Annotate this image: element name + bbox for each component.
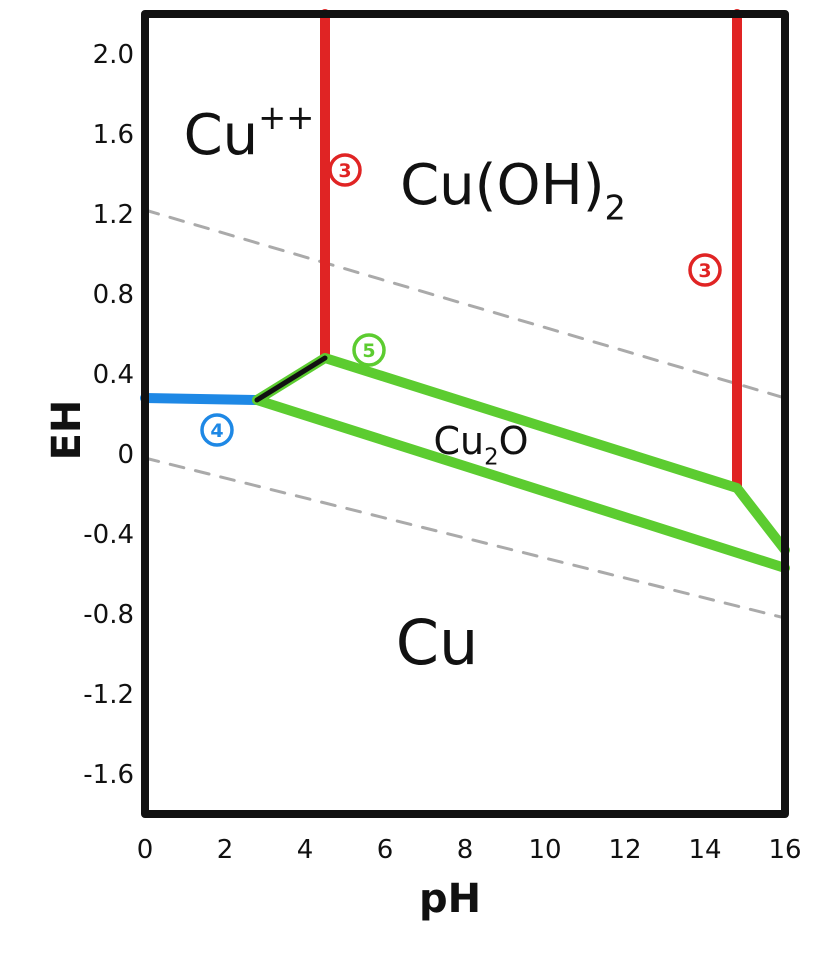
x-tick-label: 14 [688,835,721,865]
x-tick-label: 12 [608,835,641,865]
marker-label: 4 [210,420,223,442]
dashed-lines-layer [143,208,787,620]
dashed-line-1 [143,208,787,400]
marker-label: 5 [362,340,375,362]
x-axis-title: pH [419,876,481,922]
x-tick-label: 2 [217,835,234,865]
line-marker-3: 3 [688,253,722,287]
y-tick-label: -0.4 [83,520,134,550]
line-marker-3: 3 [328,153,362,187]
boundary-line-green-lower [252,395,790,573]
y-tick-label: 1.6 [93,120,134,150]
marker-circle [688,253,722,287]
x-tick-label: 4 [297,835,314,865]
plot-frame [141,10,789,818]
y-tick-label: 0.8 [93,280,134,310]
line-marker-4: 4 [200,413,234,447]
y-tick-label: 0.4 [93,360,134,390]
x-tick-label: 16 [768,835,801,865]
dashed-line-2 [143,456,787,620]
marker-circle [200,413,234,447]
region-label: Cu(OH)2 [400,153,626,228]
x-tick-label: 8 [457,835,474,865]
y-tick-labels: 2.0 1.6 1.2 0.8 0.4 0 -0.4 -0.8 -1.2 -1.6 [83,40,134,790]
y-tick-label: -1.2 [83,680,134,710]
y-tick-label: 0 [117,440,134,470]
y-tick-label: 1.2 [93,200,134,230]
y-tick-label: 2.0 [93,40,134,70]
x-tick-label: 6 [377,835,394,865]
marker-circle [352,333,386,367]
y-tick-label: -1.6 [83,760,134,790]
boundary-line-blue [140,393,262,405]
region-labels: Cu++ Cu(OH)2 Cu2O Cu [184,98,626,679]
line-marker-5: 5 [352,333,386,367]
region-label: Cu [396,606,479,679]
x-tick-label: 10 [528,835,561,865]
marker-label: 3 [698,260,711,282]
line-markers: 3 3 5 4 [200,153,722,447]
y-axis-title: EH [44,400,90,461]
region-label: Cu2O [433,419,528,471]
y-tick-label: -0.8 [83,600,134,630]
x-tick-label: 0 [137,835,154,865]
region-label: Cu++ [184,98,315,168]
marker-label: 3 [338,160,351,182]
marker-circle [328,153,362,187]
boundary-line-black-short [254,355,328,403]
x-tick-labels: 0 2 4 6 8 10 12 14 16 [137,835,802,865]
boundary-lines-layer [140,9,790,573]
